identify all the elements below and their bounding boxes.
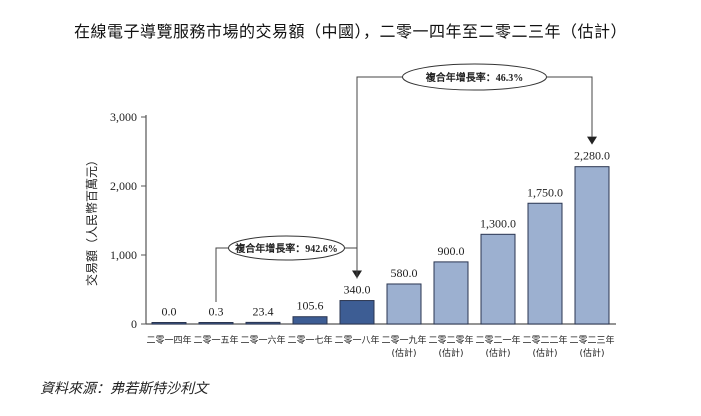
annotation-connector: [356, 76, 403, 279]
bar: [292, 316, 328, 325]
y-axis-title: 交易額（人民幣百萬元）: [84, 154, 99, 286]
data-label: 1,300.0: [480, 216, 516, 230]
x-tick-label: (估計): [532, 347, 557, 359]
x-tick-label: 二零一九年: [381, 334, 426, 346]
data-label: 0.0: [162, 305, 177, 319]
bar: [527, 202, 563, 325]
annotation-label: 複合年增長率：942.6%: [234, 242, 338, 255]
bar: [151, 322, 187, 325]
annotation-connector: [546, 76, 593, 137]
annotation-connector: [215, 247, 229, 302]
chart-title: 在線電子導覽服務市場的交易額（中國），二零一四年至二零二三年（估計）: [73, 22, 627, 41]
annotation-label: 複合年增長率：46.3%: [425, 71, 524, 84]
source-note: 資料來源：弗若斯特沙利文: [40, 381, 208, 397]
bar: [433, 261, 469, 325]
bar: [386, 283, 422, 325]
annotation-connector: [344, 247, 358, 271]
y-tick-label: 3,000: [110, 110, 137, 124]
data-label: 900.0: [438, 244, 465, 258]
x-tick-label: 二零二三年: [569, 334, 614, 346]
data-label: 2,280.0: [574, 149, 610, 163]
x-tick-label: (估計): [438, 347, 463, 359]
x-tick-label: (估計): [579, 347, 604, 359]
bar: [198, 322, 234, 325]
bar: [245, 321, 281, 325]
x-tick-label: 二零二零年: [428, 334, 473, 346]
x-tick-label: 二零一五年: [193, 334, 238, 346]
arrow-head: [587, 136, 597, 145]
y-tick-label: 2,000: [110, 179, 137, 193]
data-label: 340.0: [344, 283, 371, 297]
x-tick-label: 二零一四年: [146, 334, 191, 346]
x-tick-label: (估計): [391, 347, 416, 359]
annotation-ellipse: [402, 63, 547, 91]
data-label: 0.3: [209, 305, 224, 319]
data-label: 1,750.0: [527, 185, 563, 199]
x-tick-label: 二零二一年: [475, 334, 520, 346]
x-tick-label: 二零一八年: [334, 334, 379, 346]
bar: [574, 166, 610, 325]
bar: [480, 233, 516, 325]
x-tick-label: 二零二二年: [522, 334, 567, 346]
data-label: 23.4: [253, 304, 274, 318]
bar: [339, 300, 375, 325]
y-tick-label: 1,000: [110, 248, 137, 262]
data-label: 105.6: [297, 299, 324, 313]
annotation-ellipse: [228, 235, 345, 261]
x-tick-label: (估計): [485, 347, 510, 359]
y-tick-label: 0: [131, 317, 137, 331]
x-tick-label: 二零一六年: [240, 334, 285, 346]
data-label: 580.0: [391, 266, 418, 280]
x-tick-label: 二零一七年: [287, 334, 332, 346]
